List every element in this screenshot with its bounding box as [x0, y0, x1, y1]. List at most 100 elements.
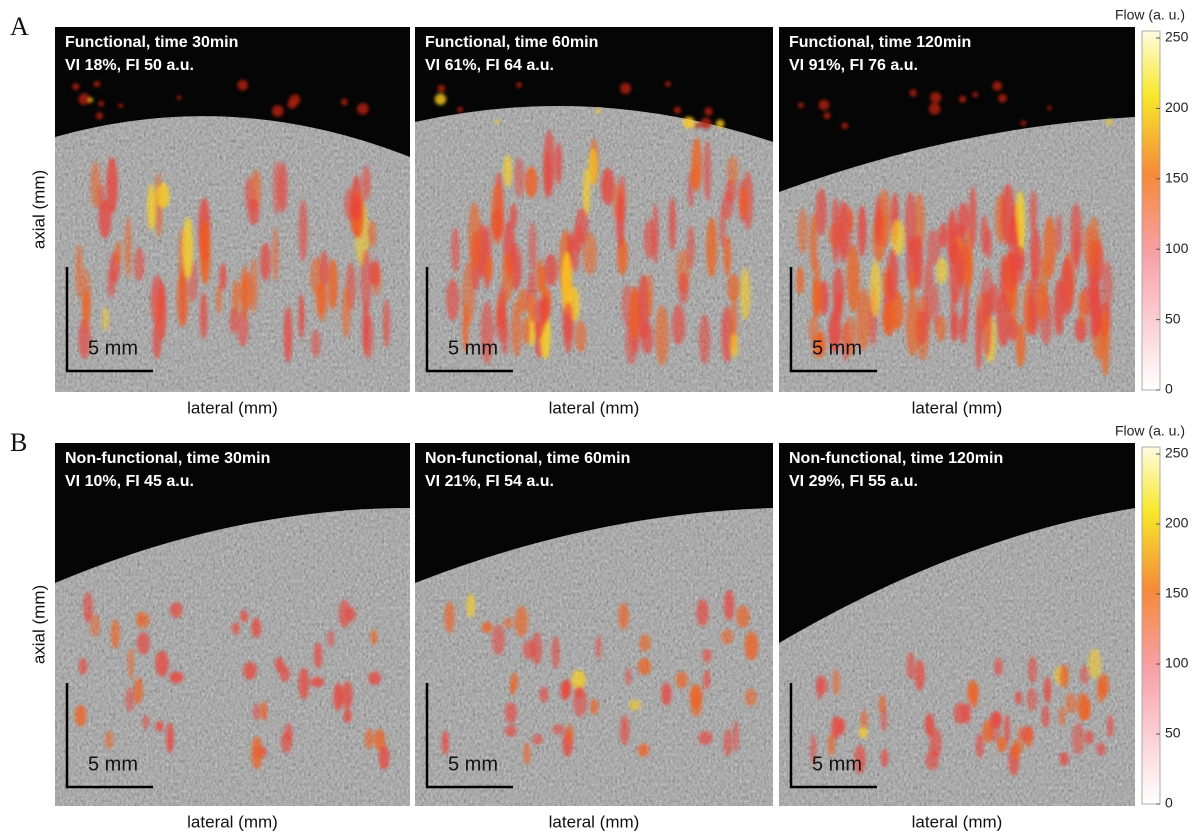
vessel — [525, 166, 538, 197]
vessel — [733, 720, 739, 752]
vessel — [442, 730, 449, 755]
vessel — [796, 266, 804, 295]
vessel — [563, 679, 572, 697]
vessel — [661, 682, 671, 706]
vessel — [166, 723, 174, 754]
colorbar-tick-label: 0 — [1165, 381, 1173, 397]
vessel — [691, 698, 702, 717]
scale-bar-label: 5 mm — [448, 753, 498, 775]
vessel — [907, 652, 915, 680]
vessel — [575, 686, 584, 699]
flow-spot — [118, 103, 123, 108]
vessel — [137, 632, 150, 655]
vessel — [467, 594, 476, 618]
vessel — [240, 272, 254, 310]
vessel — [556, 142, 562, 185]
flow-spot — [823, 112, 830, 119]
vessel — [687, 226, 695, 269]
flow-spot — [620, 83, 631, 94]
vessel — [669, 197, 676, 251]
vessel — [341, 287, 350, 339]
colorbar-tick-label: 250 — [1165, 29, 1189, 45]
vessel — [629, 699, 641, 710]
vessel — [155, 651, 169, 677]
vessel — [251, 736, 262, 769]
flow-spot — [842, 123, 849, 130]
vessel — [90, 161, 100, 209]
vessel — [156, 183, 169, 208]
vessel — [1088, 649, 1101, 679]
vessel — [552, 724, 566, 734]
vessel — [906, 294, 920, 356]
vessel — [727, 156, 739, 186]
vessel — [240, 610, 248, 622]
flow-spot — [1106, 119, 1112, 125]
vessel — [82, 289, 90, 322]
vessel — [134, 247, 145, 281]
scale-bar-label: 5 mm — [88, 337, 138, 359]
vessel — [1059, 664, 1069, 688]
flow-spot — [88, 98, 93, 103]
vessel — [936, 315, 947, 341]
vessel — [272, 227, 279, 282]
figure: Aaxial (mm)Functional, time 30minVI 18%,… — [0, 0, 1199, 836]
flow-spot — [79, 93, 91, 105]
vessel — [328, 259, 338, 310]
flow-spot — [272, 105, 284, 117]
vessel — [639, 634, 650, 652]
vessel — [655, 305, 669, 366]
vessel — [1036, 284, 1048, 321]
panel-subtitle: VI 21%, FI 54 a.u. — [425, 473, 554, 490]
x-axis-label: lateral (mm) — [912, 398, 1003, 417]
colorbar-tick-label: 200 — [1165, 515, 1189, 531]
vessel — [503, 617, 513, 628]
colorbar-title: Flow (a. u.) — [1115, 423, 1185, 439]
x-axis-label: lateral (mm) — [549, 812, 640, 831]
vessel — [365, 728, 374, 749]
vessel — [316, 282, 327, 315]
vessel — [630, 286, 639, 340]
vessel — [1028, 656, 1037, 683]
flow-spot — [435, 94, 446, 105]
scale-bar-label: 5 mm — [812, 753, 862, 775]
x-axis-label: lateral (mm) — [187, 398, 278, 417]
vessel — [511, 672, 519, 689]
vessel — [1093, 273, 1101, 337]
colorbar-tick-label: 100 — [1165, 655, 1189, 671]
vessel — [1096, 743, 1105, 756]
vessel — [111, 619, 120, 649]
vessel — [528, 222, 536, 273]
vessel — [817, 674, 823, 700]
vessel — [1107, 715, 1114, 738]
vessel — [333, 683, 343, 711]
vessel — [740, 268, 750, 321]
panel-title: Functional, time 120min — [789, 34, 971, 51]
vessel — [370, 260, 381, 286]
vessel — [1080, 665, 1090, 685]
vessel — [697, 599, 709, 626]
flow-spot — [683, 117, 695, 129]
vessel — [524, 742, 531, 765]
flow-spot — [341, 99, 348, 106]
vessel — [1015, 691, 1021, 705]
flow-spot — [674, 106, 681, 113]
image-panel — [415, 443, 773, 806]
vessel — [736, 606, 750, 628]
vessel — [1085, 731, 1094, 744]
vessel — [299, 293, 305, 339]
vessel — [719, 205, 726, 248]
vessel — [831, 197, 840, 264]
vessel — [229, 308, 237, 334]
flow-spot — [998, 94, 1007, 103]
flow-spot — [357, 103, 369, 115]
vessel — [724, 590, 735, 621]
flow-spot — [819, 100, 830, 111]
vessel — [924, 259, 934, 324]
vessel — [155, 721, 163, 732]
vessel — [970, 685, 978, 709]
vessel — [1056, 214, 1062, 254]
vessel — [311, 329, 320, 357]
flow-spot — [929, 103, 941, 115]
vessel — [490, 182, 504, 245]
vessel — [503, 155, 512, 187]
